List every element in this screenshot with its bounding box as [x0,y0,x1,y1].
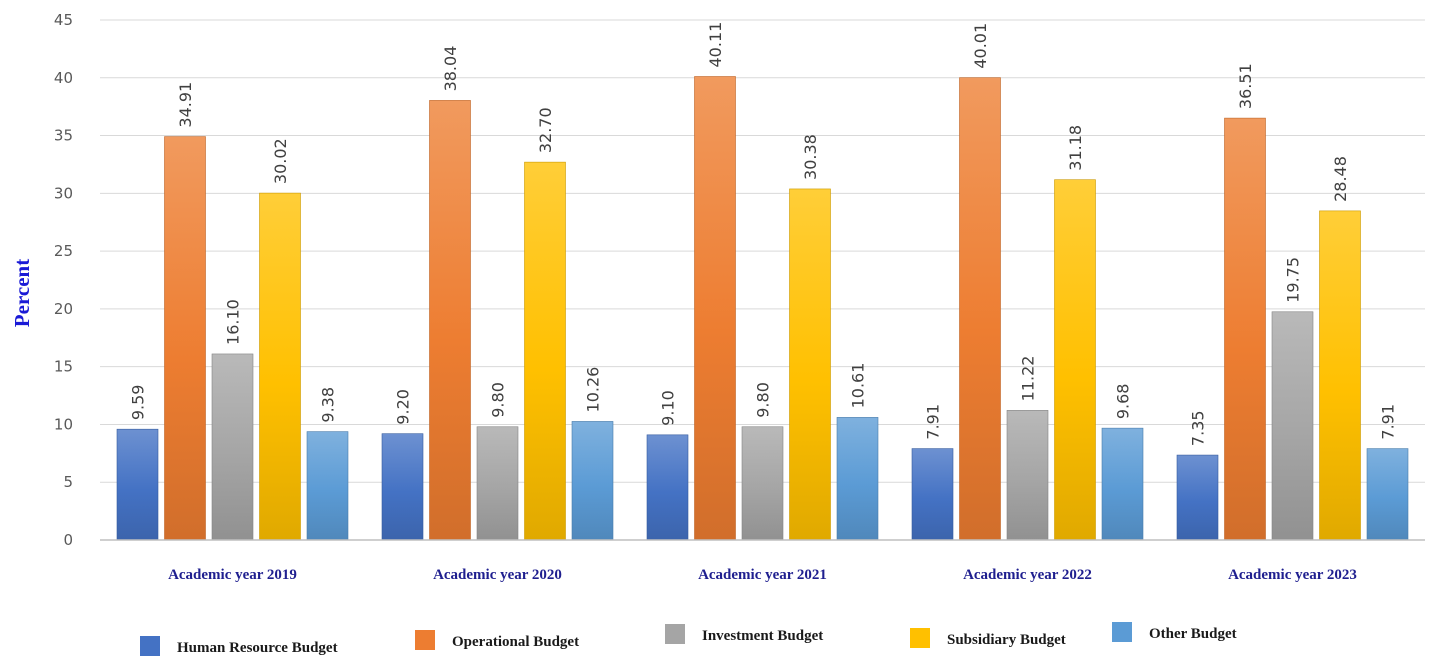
data-label: 19.75 [1284,257,1303,303]
bar-operational-budget-5 [1224,117,1266,541]
legend-swatch [910,628,930,648]
legend: Human Resource Budget Operational Budget I… [140,622,1237,656]
data-label: 40.01 [971,23,990,69]
bar-investment-budget-2 [476,426,519,541]
y-tick-label: 15 [54,358,73,376]
bar-other-budget-4 [1101,427,1144,541]
bar-subsidiary-budget-4 [1054,179,1096,541]
data-label: 9.20 [394,389,413,425]
bar-operational-budget-1 [164,136,206,541]
data-label: 32.70 [536,107,555,153]
y-tick-label: 10 [54,415,73,433]
data-label: 30.38 [801,134,820,180]
legend-item-operational-budget: Operational Budget [415,630,579,650]
data-label: 38.04 [441,46,460,92]
legend-swatch [415,630,435,650]
y-tick-label: 40 [54,69,73,87]
y-axis-ticks: 0 5 10 15 20 25 30 35 40 45 [54,11,73,549]
bar-other-budget-5 [1366,448,1409,541]
legend-label: Operational Budget [452,634,579,650]
bar-human-resource-budget-2 [381,433,424,541]
data-label: 34.91 [176,82,195,128]
data-label: 31.18 [1066,125,1085,171]
data-label: 10.26 [584,367,603,413]
bar-other-budget-2 [571,421,614,541]
bar-subsidiary-budget-2 [524,161,566,541]
x-category-label: Academic year 2021 [698,567,827,583]
legend-swatch [140,636,160,656]
data-label: 9.38 [319,387,338,423]
legend-label: Investment Budget [702,628,823,644]
legend-item-other-budget: Other Budget [1112,622,1237,642]
bar-human-resource-budget-4 [911,448,954,541]
x-axis-categories: Academic year 2019 Academic year 2020 Acad… [168,567,1357,583]
bar-operational-budget-3 [694,76,736,541]
x-category-label: Academic year 2023 [1228,567,1357,583]
data-label: 36.51 [1236,63,1255,109]
bar-other-budget-3 [836,417,879,541]
y-tick-label: 25 [54,242,73,260]
legend-swatch [1112,622,1132,642]
bar-human-resource-budget-1 [116,428,159,541]
data-labels-layer: 9.59 34.91 16.10 30.02 9.38 9.20 38.04 9.80 32.7… [129,22,1398,446]
y-tick-label: 35 [54,127,73,145]
bar-subsidiary-budget-3 [789,188,831,541]
data-label: 9.10 [659,390,678,426]
bars-layer [116,76,1409,541]
data-label: 40.11 [706,22,725,68]
bar-investment-budget-5 [1271,311,1314,541]
legend-label: Subsidiary Budget [947,632,1066,648]
legend-item-investment-budget: Investment Budget [665,624,823,644]
x-category-label: Academic year 2022 [963,567,1092,583]
y-tick-label: 5 [63,473,73,491]
x-category-label: Academic year 2020 [433,567,562,583]
data-label: 7.35 [1189,410,1208,446]
data-label: 9.80 [489,382,508,418]
y-tick-label: 30 [54,184,73,202]
bar-subsidiary-budget-5 [1319,210,1361,541]
bar-operational-budget-2 [429,100,471,541]
data-label: 9.68 [1114,384,1133,420]
bar-operational-budget-4 [959,77,1001,541]
data-label: 30.02 [271,138,290,184]
bar-other-budget-1 [306,431,349,541]
data-label: 9.80 [754,382,773,418]
legend-swatch [665,624,685,644]
data-label: 10.61 [849,363,868,409]
legend-label: Human Resource Budget [177,640,338,656]
y-tick-label: 20 [54,300,73,318]
bar-human-resource-budget-3 [646,434,689,541]
data-label: 9.59 [129,385,148,421]
y-tick-label: 45 [54,11,73,29]
bar-human-resource-budget-5 [1176,454,1219,541]
legend-item-human-resource-budget: Human Resource Budget [140,636,338,656]
bar-investment-budget-1 [211,353,254,541]
grid-layer [100,19,1425,483]
data-label: 11.22 [1019,356,1038,402]
legend-label: Other Budget [1149,626,1237,642]
x-category-label: Academic year 2019 [168,567,297,583]
bar-subsidiary-budget-1 [259,192,301,541]
legend-item-subsidiary-budget: Subsidiary Budget [910,628,1066,648]
data-label: 16.10 [224,299,243,345]
y-tick-label: 0 [63,531,73,549]
data-label: 28.48 [1331,156,1350,202]
bar-investment-budget-3 [741,426,784,541]
data-label: 7.91 [924,404,943,440]
data-label: 7.91 [1379,404,1398,440]
bar-investment-budget-4 [1006,410,1049,541]
y-axis-title: Percent [10,259,34,327]
